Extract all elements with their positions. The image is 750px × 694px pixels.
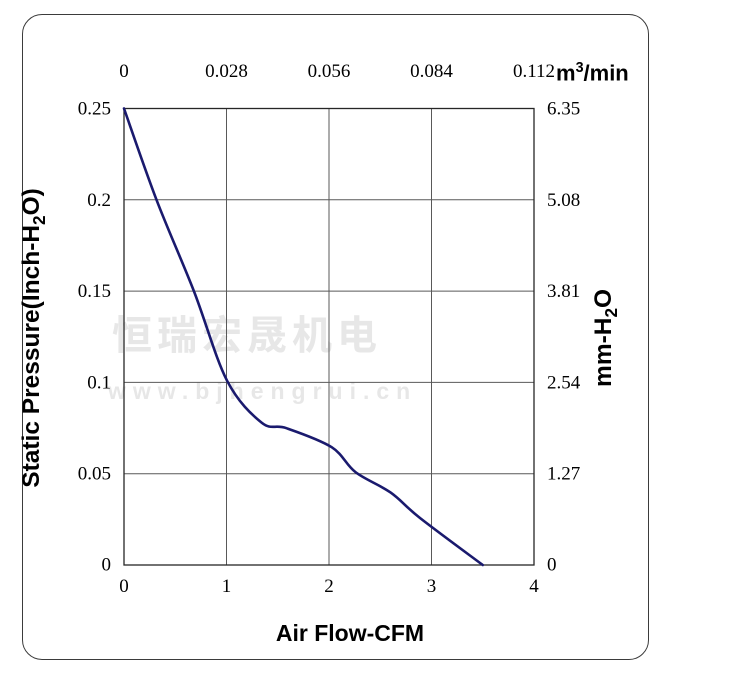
svg-text:1: 1 xyxy=(222,576,232,597)
svg-text:0.15: 0.15 xyxy=(78,281,111,302)
svg-text:3: 3 xyxy=(427,576,437,597)
svg-text:0.25: 0.25 xyxy=(78,99,111,120)
svg-text:0.112: 0.112 xyxy=(513,61,555,82)
svg-text:1.27: 1.27 xyxy=(547,464,580,485)
svg-text:0: 0 xyxy=(547,555,557,576)
svg-text:0.2: 0.2 xyxy=(87,190,111,211)
svg-text:0.1: 0.1 xyxy=(87,373,111,394)
svg-text:6.35: 6.35 xyxy=(547,99,580,120)
svg-text:2: 2 xyxy=(324,576,334,597)
svg-text:0.056: 0.056 xyxy=(308,61,351,82)
svg-text:4: 4 xyxy=(529,576,539,597)
svg-text:0.05: 0.05 xyxy=(78,464,111,485)
svg-text:0.028: 0.028 xyxy=(205,61,248,82)
svg-text:3.81: 3.81 xyxy=(547,281,580,302)
svg-text:0.084: 0.084 xyxy=(410,61,453,82)
svg-text:5.08: 5.08 xyxy=(547,190,580,211)
svg-text:0: 0 xyxy=(119,576,129,597)
svg-text:0: 0 xyxy=(119,61,129,82)
svg-text:0: 0 xyxy=(102,555,112,576)
svg-text:2.54: 2.54 xyxy=(547,373,581,394)
